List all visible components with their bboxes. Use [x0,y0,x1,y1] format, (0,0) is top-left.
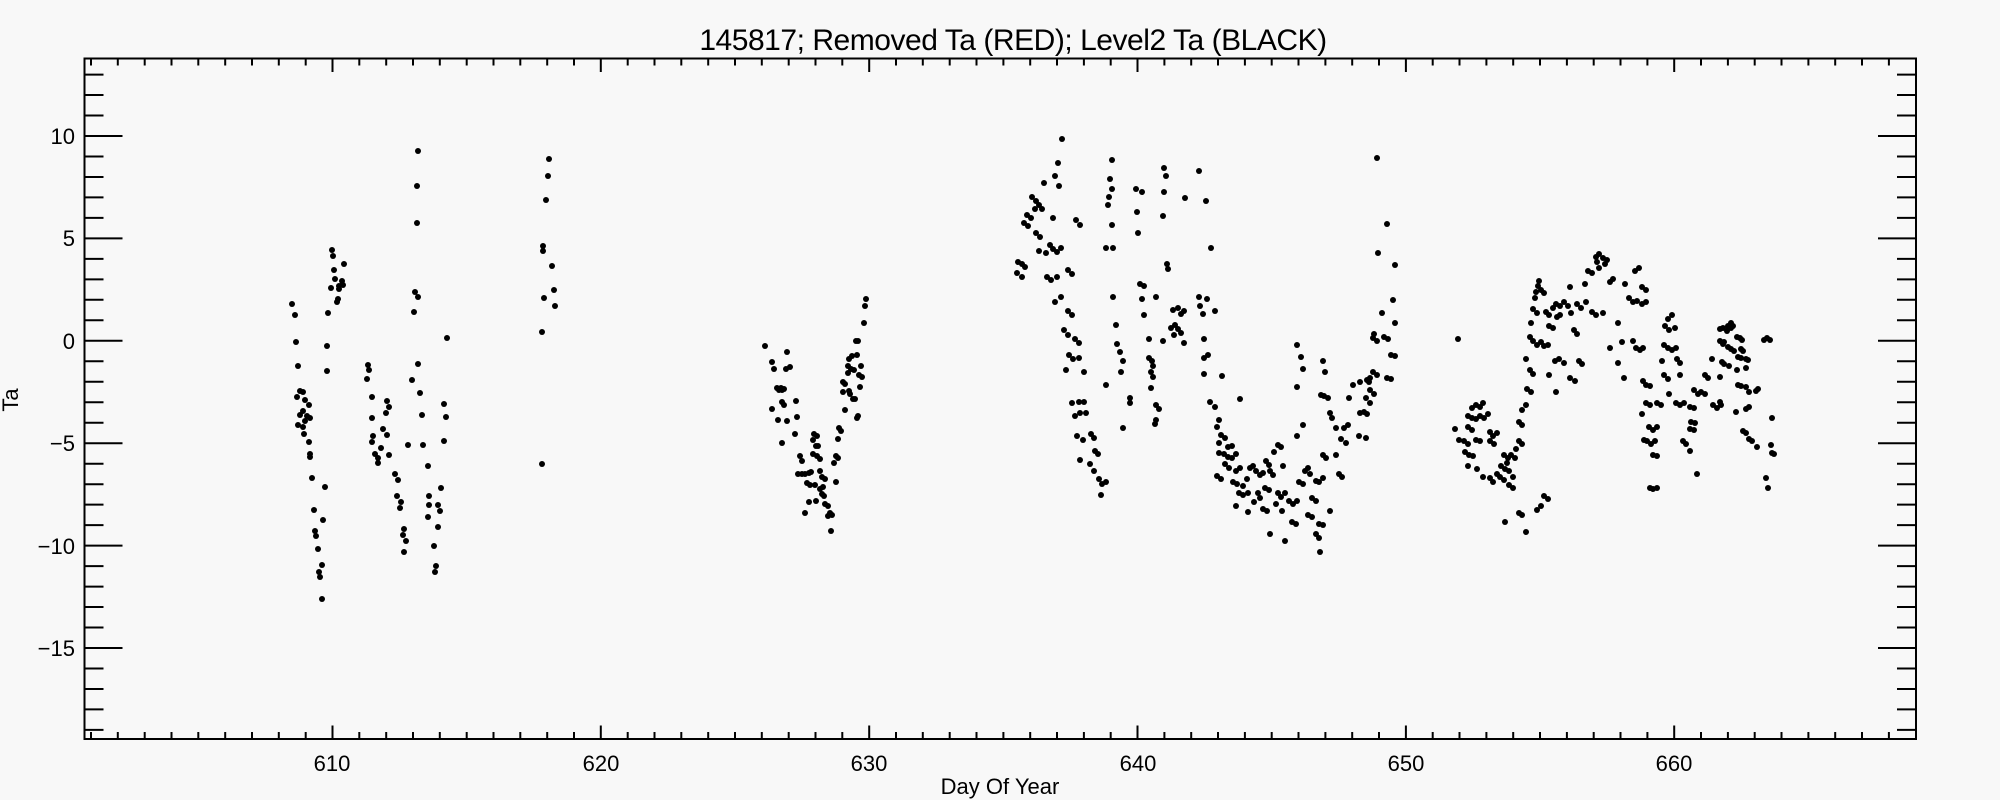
svg-text:Ta: Ta [0,388,23,412]
svg-text:650: 650 [1388,751,1425,776]
svg-text:0: 0 [63,329,75,354]
svg-text:−10: −10 [38,534,75,559]
svg-text:Day Of Year: Day Of Year [941,774,1060,799]
svg-text:−15: −15 [38,636,75,661]
svg-text:610: 610 [314,751,351,776]
svg-text:−5: −5 [50,431,75,456]
svg-text:10: 10 [51,124,75,149]
svg-text:640: 640 [1120,751,1157,776]
svg-text:660: 660 [1656,751,1693,776]
svg-text:630: 630 [851,751,888,776]
svg-text:5: 5 [63,226,75,251]
svg-text:145817; Removed Ta (RED); Leve: 145817; Removed Ta (RED); Level2 Ta (BLA… [699,24,1326,57]
svg-text:620: 620 [583,751,620,776]
